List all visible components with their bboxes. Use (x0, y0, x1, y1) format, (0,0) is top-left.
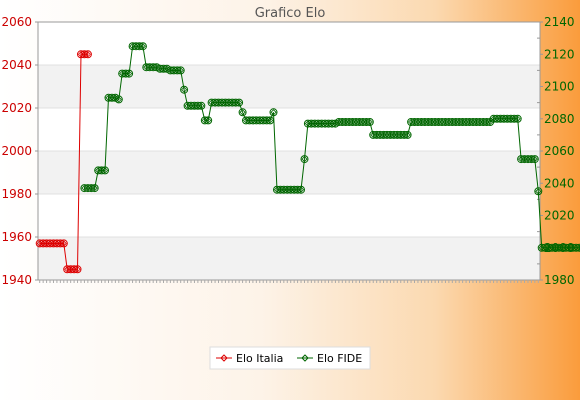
x-axis (39, 280, 539, 283)
left-tick-label: 2020 (1, 101, 32, 115)
point-diamond-elo-fide (236, 99, 243, 106)
point-elo-fide (121, 69, 130, 78)
point-elo-fide (193, 101, 202, 110)
point-elo-fide (513, 114, 522, 123)
point-elo-fide (297, 185, 305, 194)
point-elo-italia (83, 50, 92, 59)
right-tick-label: 2020 (544, 209, 575, 223)
legend-label-elo-italia: Elo Italia (236, 352, 283, 365)
point-elo-fide (403, 130, 412, 139)
point-elo-fide (125, 69, 134, 78)
point-elo-fide (534, 187, 543, 196)
point-diamond-elo-fide (177, 67, 184, 74)
legend-marker-elo-italia (220, 354, 228, 362)
point-diamond-elo-fide (101, 167, 109, 174)
point-diamond-elo-fide (239, 109, 246, 116)
point-diamond-elo-fide (181, 86, 188, 93)
point-elo-fide (527, 155, 536, 164)
point-elo-fide (197, 101, 206, 110)
point-elo-fide (180, 85, 189, 94)
right-tick-label: 2140 (544, 15, 575, 29)
point-elo-italia (70, 265, 79, 274)
point-diamond-elo-fide (267, 117, 274, 124)
left-tick-label: 1960 (1, 230, 32, 244)
point-diamond-elo-fide (205, 117, 212, 124)
left-tick-label: 1980 (1, 187, 32, 201)
legend-marker-elo-fide (301, 354, 309, 362)
point-elo-fide (138, 42, 147, 51)
right-tick-label: 2060 (544, 144, 575, 158)
point-diamond-elo-fide (115, 96, 122, 103)
point-elo-fide (135, 42, 144, 51)
series-layer (35, 42, 580, 274)
point-elo-fide (114, 95, 123, 104)
point-diamond-elo-fide (198, 102, 205, 109)
legend-box (209, 346, 371, 370)
point-elo-fide (530, 155, 539, 164)
point-elo-fide (300, 155, 309, 164)
point-diamond-elo-fide (126, 70, 133, 77)
point-elo-fide (238, 108, 247, 117)
point-diamond-elo-fide (270, 109, 277, 116)
point-diamond-elo-fide (535, 188, 542, 195)
point-diamond-elo-italia (84, 51, 91, 58)
point-elo-fide (362, 118, 371, 126)
chart-title: Grafico Elo (255, 6, 326, 21)
point-diamond-elo-fide (139, 43, 146, 50)
left-axis: 1940 1960 1980 2000 2020 2040 2060 (1, 15, 38, 287)
point-elo-italia (59, 239, 68, 248)
point-elo-fide (200, 116, 209, 125)
point-diamond-elo-fide (404, 131, 411, 138)
grid-band (38, 151, 540, 194)
point-elo-fide (262, 116, 271, 125)
point-elo-italia (73, 265, 82, 274)
point-elo-fide (400, 130, 409, 139)
right-tick-label: 2120 (544, 47, 575, 61)
point-elo-fide (97, 166, 106, 175)
point-diamond-elo-fide (531, 155, 538, 163)
grid-band (38, 65, 540, 108)
point-diamond-elo-italia (60, 240, 67, 247)
left-tick-label: 2040 (1, 58, 32, 72)
point-diamond-elo-fide (301, 155, 308, 163)
point-elo-fide (269, 108, 278, 117)
right-tick-label: 1980 (544, 273, 575, 287)
point-elo-fide (90, 184, 99, 193)
left-tick-label: 1940 (1, 273, 32, 287)
point-elo-fide (482, 118, 491, 126)
point-elo-fide (176, 66, 185, 75)
right-tick-label: 2040 (544, 176, 575, 190)
point-elo-italia (56, 239, 65, 248)
point-elo-fide (231, 98, 240, 107)
legend-label-elo-fide: Elo FIDE (317, 352, 362, 365)
point-diamond-elo-fide (366, 118, 373, 126)
point-elo-fide (235, 98, 244, 107)
point-elo-fide (204, 116, 213, 125)
point-elo-fide (365, 118, 374, 126)
point-diamond-elo-fide (514, 115, 521, 122)
left-tick-label: 2000 (1, 144, 32, 158)
point-diamond-elo-fide (487, 118, 494, 126)
point-elo-italia (80, 50, 89, 59)
point-elo-fide (510, 114, 519, 123)
point-diamond-elo-fide (91, 185, 98, 192)
point-elo-fide (266, 116, 275, 125)
grid-band (38, 237, 540, 280)
point-elo-fide (87, 184, 96, 193)
point-diamond-elo-italia (74, 266, 81, 273)
point-diamond-elo-fide (297, 186, 305, 193)
point-elo-fide (293, 185, 302, 194)
left-tick-label: 2060 (1, 15, 32, 29)
point-elo-fide (101, 166, 109, 175)
right-tick-label: 2080 (544, 112, 575, 126)
point-elo-fide (173, 66, 182, 75)
legend: Elo Italia Elo FIDE (209, 346, 371, 370)
right-tick-label: 2100 (544, 80, 575, 94)
